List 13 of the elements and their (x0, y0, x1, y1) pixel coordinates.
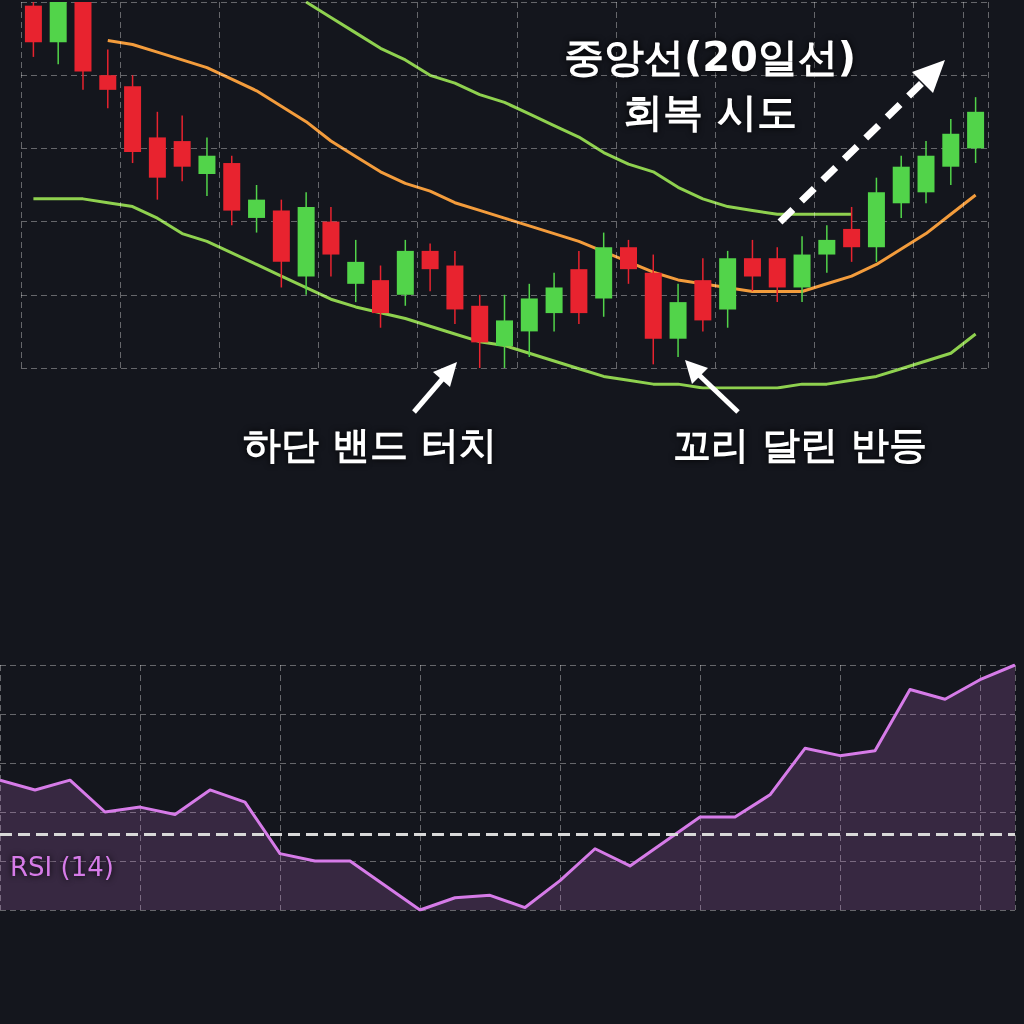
annotation: 중앙선(20일선) 회복 시도 (562, 33, 858, 137)
candlestick (198, 136, 216, 197)
annotation: RSI (14) (10, 852, 115, 882)
candlestick (248, 184, 266, 234)
text: 꼬리 달린 반등 (671, 422, 929, 469)
candlestick (347, 239, 365, 303)
candlestick (818, 224, 836, 274)
candlestick (421, 242, 439, 292)
candlestick (619, 239, 637, 285)
candlestick (99, 48, 117, 109)
candlestick (743, 239, 761, 292)
candlestick (843, 206, 861, 263)
text: 하단 밴드 터치 (241, 422, 499, 469)
